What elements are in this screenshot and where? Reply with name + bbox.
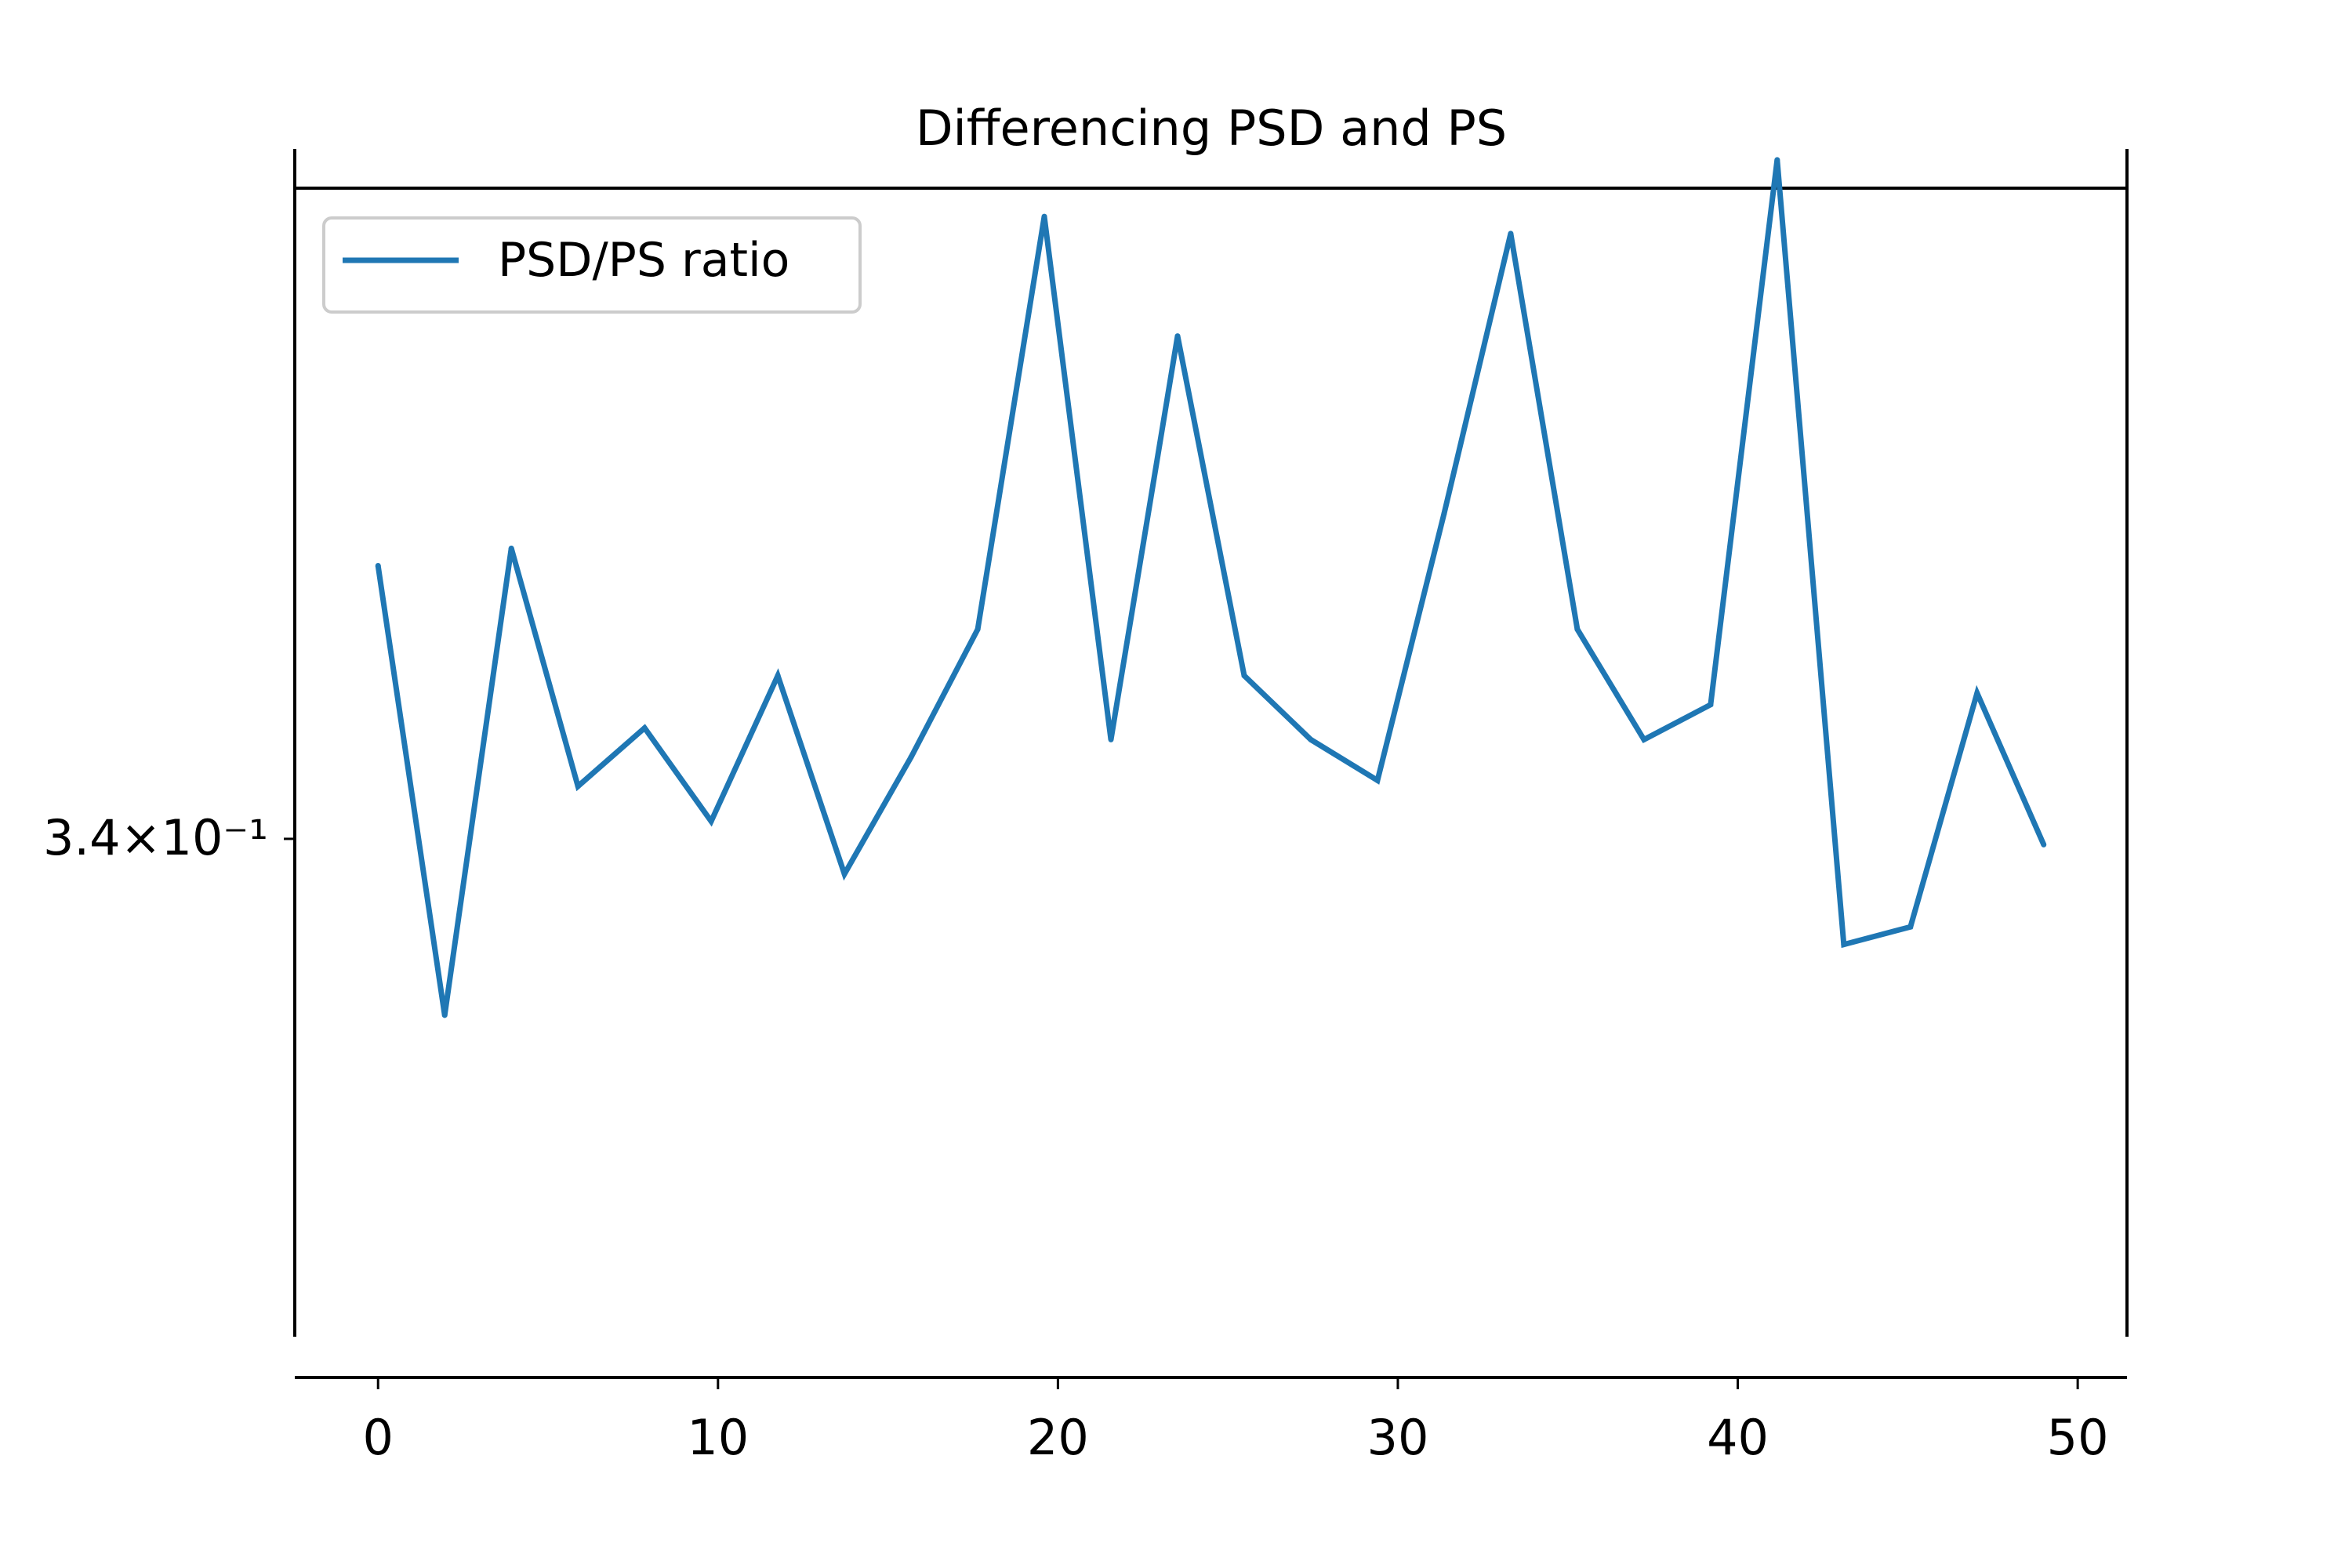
data-point	[1041, 213, 1047, 220]
data-point	[775, 673, 781, 679]
x-tick-label: 30	[1367, 1409, 1429, 1466]
data-point	[1374, 777, 1381, 783]
data-point	[1907, 924, 1914, 930]
x-tick-label: 20	[1027, 1409, 1089, 1466]
data-point	[1508, 230, 1514, 237]
data-point	[975, 626, 981, 633]
data-point	[575, 783, 581, 789]
series-line-0	[375, 159, 2047, 1016]
data-point	[1774, 157, 1780, 163]
x-axis-ticks: 0 10 20 30 40 50	[363, 1377, 2109, 1466]
data-point	[1841, 942, 1847, 948]
data-point	[1974, 690, 1980, 696]
x-tick-label: 50	[2047, 1409, 2109, 1466]
data-point	[641, 724, 648, 731]
data-point	[1108, 736, 1114, 742]
data-point	[1308, 736, 1314, 742]
data-point	[708, 818, 714, 825]
data-point	[1241, 673, 1247, 679]
x-tick-label: 10	[687, 1409, 749, 1466]
data-point	[1574, 626, 1581, 633]
chart-title: Differencing PSD and PS	[916, 100, 1507, 157]
data-point	[1708, 702, 1714, 708]
data-point	[1641, 736, 1647, 742]
data-point	[375, 562, 381, 568]
series-group	[375, 157, 2047, 1018]
legend-box	[322, 216, 862, 314]
x-tick-label: 0	[363, 1409, 394, 1466]
y-tick-label: 3.4×10⁻¹	[43, 809, 268, 866]
data-point	[841, 871, 848, 877]
data-point	[1174, 333, 1181, 339]
legend: PSD/PS ratio	[322, 216, 862, 314]
data-point	[2041, 841, 2047, 848]
data-point	[441, 1012, 448, 1018]
data-point	[508, 545, 514, 551]
data-point	[908, 754, 914, 760]
data-point	[1441, 510, 1447, 517]
legend-label: PSD/PS ratio	[498, 233, 789, 288]
y-axis-ticks: 3.4×10⁻¹	[43, 809, 295, 866]
x-tick-label: 40	[1707, 1409, 1769, 1466]
